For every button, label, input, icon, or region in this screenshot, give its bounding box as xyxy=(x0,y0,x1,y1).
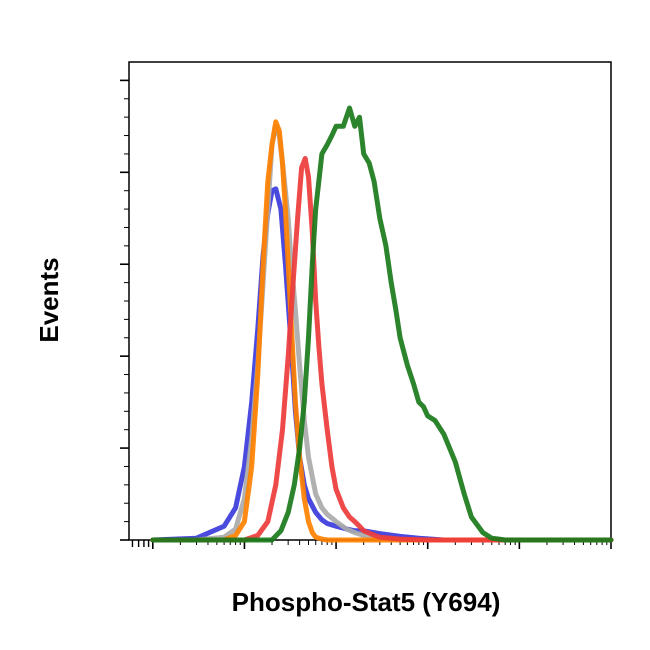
series-layer xyxy=(150,105,614,543)
y-axis-ticks xyxy=(120,79,129,541)
series-line-2 xyxy=(150,123,614,543)
x-axis-label: Phospho-Stat5 (Y694) xyxy=(232,587,501,617)
series-line-5 xyxy=(150,105,614,543)
plot-frame xyxy=(128,61,612,541)
series-line-3 xyxy=(150,119,614,543)
series-line-4 xyxy=(150,156,614,543)
y-axis-label: Events xyxy=(34,257,64,342)
series-line-1 xyxy=(150,186,614,543)
